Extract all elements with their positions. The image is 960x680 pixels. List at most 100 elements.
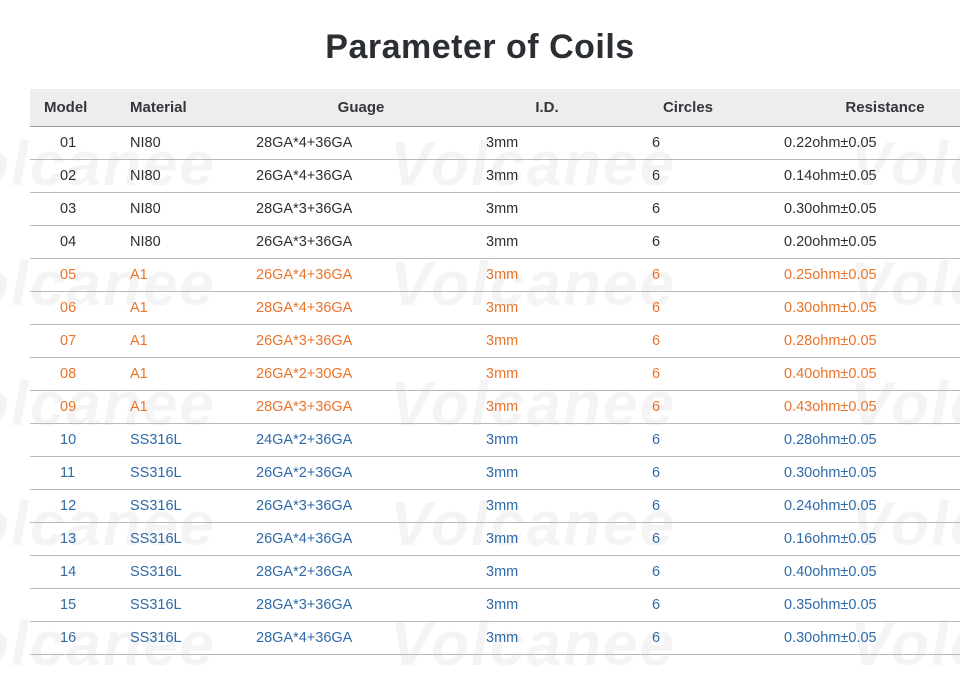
column-header-gauge: Guage	[248, 89, 474, 127]
cell-gauge: 26GA*4+36GA	[248, 160, 474, 193]
table-row: 01NI8028GA*4+36GA3mm60.22ohm±0.05	[30, 127, 960, 160]
coil-table: ModelMaterialGuageI.D.CirclesResistance …	[30, 89, 960, 655]
cell-material: SS316L	[122, 589, 248, 622]
cell-gauge: 26GA*3+36GA	[248, 226, 474, 259]
cell-circles: 6	[620, 226, 756, 259]
cell-material: SS316L	[122, 424, 248, 457]
cell-model: 11	[30, 457, 122, 490]
cell-material: SS316L	[122, 523, 248, 556]
cell-model: 09	[30, 391, 122, 424]
cell-gauge: 28GA*4+36GA	[248, 127, 474, 160]
cell-material: NI80	[122, 226, 248, 259]
cell-model: 03	[30, 193, 122, 226]
cell-material: NI80	[122, 193, 248, 226]
cell-gauge: 28GA*4+36GA	[248, 622, 474, 655]
cell-material: A1	[122, 391, 248, 424]
table-row: 02NI8026GA*4+36GA3mm60.14ohm±0.05	[30, 160, 960, 193]
cell-material: SS316L	[122, 556, 248, 589]
cell-gauge: 28GA*3+36GA	[248, 391, 474, 424]
cell-id: 3mm	[474, 523, 620, 556]
table-row: 05A126GA*4+36GA3mm60.25ohm±0.05	[30, 259, 960, 292]
cell-id: 3mm	[474, 259, 620, 292]
cell-material: SS316L	[122, 622, 248, 655]
table-row: 04NI8026GA*3+36GA3mm60.20ohm±0.05	[30, 226, 960, 259]
cell-material: NI80	[122, 127, 248, 160]
table-row: 10SS316L24GA*2+36GA3mm60.28ohm±0.05	[30, 424, 960, 457]
cell-gauge: 24GA*2+36GA	[248, 424, 474, 457]
cell-model: 06	[30, 292, 122, 325]
cell-resistance: 0.35ohm±0.05	[756, 589, 960, 622]
cell-resistance: 0.40ohm±0.05	[756, 358, 960, 391]
table-row: 03NI8028GA*3+36GA3mm60.30ohm±0.05	[30, 193, 960, 226]
cell-id: 3mm	[474, 292, 620, 325]
cell-material: A1	[122, 292, 248, 325]
cell-model: 15	[30, 589, 122, 622]
cell-model: 05	[30, 259, 122, 292]
cell-model: 01	[30, 127, 122, 160]
cell-gauge: 28GA*2+36GA	[248, 556, 474, 589]
cell-id: 3mm	[474, 589, 620, 622]
cell-circles: 6	[620, 160, 756, 193]
cell-circles: 6	[620, 193, 756, 226]
cell-resistance: 0.40ohm±0.05	[756, 556, 960, 589]
cell-circles: 6	[620, 292, 756, 325]
cell-gauge: 26GA*3+36GA	[248, 325, 474, 358]
table-body: 01NI8028GA*4+36GA3mm60.22ohm±0.0502NI802…	[30, 127, 960, 655]
cell-resistance: 0.30ohm±0.05	[756, 193, 960, 226]
cell-resistance: 0.43ohm±0.05	[756, 391, 960, 424]
cell-gauge: 26GA*2+30GA	[248, 358, 474, 391]
cell-id: 3mm	[474, 556, 620, 589]
cell-resistance: 0.30ohm±0.05	[756, 622, 960, 655]
table-row: 12SS316L26GA*3+36GA3mm60.24ohm±0.05	[30, 490, 960, 523]
table-row: 07A126GA*3+36GA3mm60.28ohm±0.05	[30, 325, 960, 358]
cell-id: 3mm	[474, 622, 620, 655]
cell-model: 14	[30, 556, 122, 589]
cell-resistance: 0.22ohm±0.05	[756, 127, 960, 160]
cell-gauge: 28GA*3+36GA	[248, 193, 474, 226]
table-row: 14SS316L28GA*2+36GA3mm60.40ohm±0.05	[30, 556, 960, 589]
cell-id: 3mm	[474, 160, 620, 193]
cell-circles: 6	[620, 490, 756, 523]
cell-id: 3mm	[474, 325, 620, 358]
cell-model: 08	[30, 358, 122, 391]
cell-gauge: 28GA*3+36GA	[248, 589, 474, 622]
cell-id: 3mm	[474, 490, 620, 523]
cell-circles: 6	[620, 589, 756, 622]
cell-model: 16	[30, 622, 122, 655]
table-row: 08A126GA*2+30GA3mm60.40ohm±0.05	[30, 358, 960, 391]
cell-resistance: 0.24ohm±0.05	[756, 490, 960, 523]
page-title: Parameter of Coils	[30, 28, 930, 67]
cell-model: 07	[30, 325, 122, 358]
cell-circles: 6	[620, 523, 756, 556]
table-row: 13SS316L26GA*4+36GA3mm60.16ohm±0.05	[30, 523, 960, 556]
cell-model: 02	[30, 160, 122, 193]
column-header-material: Material	[122, 89, 248, 127]
cell-circles: 6	[620, 391, 756, 424]
cell-id: 3mm	[474, 226, 620, 259]
cell-material: SS316L	[122, 457, 248, 490]
table-row: 06A128GA*4+36GA3mm60.30ohm±0.05	[30, 292, 960, 325]
cell-resistance: 0.25ohm±0.05	[756, 259, 960, 292]
cell-gauge: 28GA*4+36GA	[248, 292, 474, 325]
cell-material: A1	[122, 259, 248, 292]
cell-resistance: 0.20ohm±0.05	[756, 226, 960, 259]
cell-circles: 6	[620, 622, 756, 655]
cell-circles: 6	[620, 259, 756, 292]
cell-material: NI80	[122, 160, 248, 193]
cell-resistance: 0.16ohm±0.05	[756, 523, 960, 556]
cell-id: 3mm	[474, 193, 620, 226]
cell-resistance: 0.30ohm±0.05	[756, 292, 960, 325]
cell-gauge: 26GA*3+36GA	[248, 490, 474, 523]
cell-resistance: 0.28ohm±0.05	[756, 325, 960, 358]
cell-circles: 6	[620, 457, 756, 490]
cell-resistance: 0.28ohm±0.05	[756, 424, 960, 457]
cell-id: 3mm	[474, 424, 620, 457]
column-header-resistance: Resistance	[756, 89, 960, 127]
cell-circles: 6	[620, 127, 756, 160]
column-header-model: Model	[30, 89, 122, 127]
table-row: 16SS316L28GA*4+36GA3mm60.30ohm±0.05	[30, 622, 960, 655]
cell-resistance: 0.30ohm±0.05	[756, 457, 960, 490]
cell-model: 10	[30, 424, 122, 457]
cell-model: 13	[30, 523, 122, 556]
cell-gauge: 26GA*4+36GA	[248, 259, 474, 292]
